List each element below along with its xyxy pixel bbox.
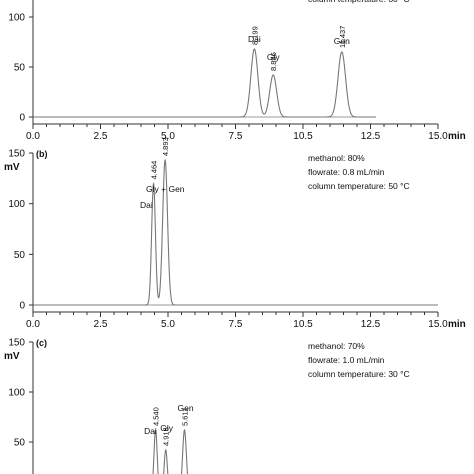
x-tick-label: 15.0	[428, 319, 448, 330]
x-tick-label: 5.0	[161, 319, 175, 330]
condition-text: flowrate: 0.8 mL/min	[308, 167, 385, 177]
peak-name: Gen	[334, 36, 350, 46]
peak-retention-time: 8.199	[250, 26, 259, 45]
x-tick-label: 5.0	[161, 131, 175, 142]
peak-retention-time: 8.896	[269, 52, 278, 71]
peak-retention-time: 4.893	[161, 137, 170, 156]
y-unit-label: mV	[4, 351, 20, 362]
y-tick-label: 100	[8, 388, 25, 399]
peak-name: Gly + Gen	[146, 184, 185, 194]
peak-name: Dai	[144, 426, 157, 436]
condition-text: column temperature: 30 °C	[308, 369, 410, 379]
condition-text: flowrate: 1.0 mL/min	[308, 355, 385, 365]
peak-retention-time: 4.540	[152, 407, 161, 426]
condition-text: methanol: 70%	[308, 341, 365, 351]
x-tick-label: 7.5	[229, 131, 243, 142]
chromatogram-trace	[33, 48, 376, 118]
x-tick-label: 12.5	[361, 319, 381, 330]
x-tick-label: 15.0	[428, 131, 448, 142]
peak-retention-time: 5.611	[180, 408, 189, 426]
chromatogram-trace	[33, 158, 438, 306]
y-tick-label: 150	[8, 149, 25, 160]
condition-text: methanol: 80%	[308, 153, 365, 163]
x-tick-label: 10.5	[293, 319, 313, 330]
y-tick-label: 50	[14, 250, 26, 261]
y-tick-label: 100	[8, 199, 25, 210]
peak-name: Gen	[178, 403, 194, 413]
y-unit-label: mV	[4, 162, 20, 173]
condition-text: column temperature: 30 °C	[308, 0, 410, 4]
x-tick-label: 2.5	[94, 319, 108, 330]
x-tick-label: 0.0	[26, 131, 40, 142]
peak-name: Dai	[140, 200, 153, 210]
chromatogram-panel-1: 100 50 00.0 2.5 5.0 7.5 10.5 12.5 15.0 min 8.199 8.…	[8, 0, 466, 142]
x-tick-label: 0.0	[26, 319, 40, 330]
y-tick-label: 0	[19, 301, 25, 312]
peak-retention-time: 4.464	[150, 161, 159, 180]
y-tick-label: 50	[14, 438, 26, 449]
panel-label: (c)	[36, 338, 47, 348]
chromatogram-panel-2: 150 100 50 0 mV (b) 0.0 2.5 5.0 7.5 10.5 12.5 15.0 mi…	[4, 137, 466, 330]
x-unit-label: min	[448, 319, 466, 330]
x-tick-label: 12.5	[361, 131, 381, 142]
peak-name: Gly	[160, 423, 174, 433]
peak-retention-time: 4.916	[162, 427, 171, 446]
y-tick-label: 50	[14, 63, 26, 74]
condition-text: column temperature: 50 °C	[308, 181, 410, 191]
peak-retention-time: 11.437	[338, 26, 347, 48]
y-tick-label: 0	[19, 113, 25, 124]
x-tick-label: 2.5	[94, 131, 108, 142]
x-tick-label: 7.5	[229, 319, 243, 330]
peak-name: Dai	[248, 34, 261, 44]
y-tick-label: 150	[8, 338, 25, 349]
x-tick-label: 10.5	[293, 131, 313, 142]
peak-name: Gly	[267, 52, 281, 62]
x-unit-label: min	[448, 131, 466, 142]
panel-label: (b)	[36, 149, 48, 159]
y-tick-label: 100	[8, 13, 25, 24]
chromatogram-trace	[152, 428, 189, 474]
